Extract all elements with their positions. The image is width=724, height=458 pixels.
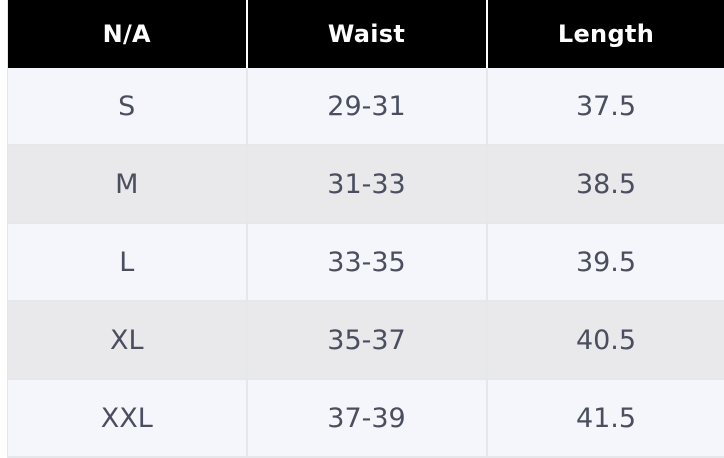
cell-length: 40.5	[487, 301, 724, 379]
table-row: S 29-31 37.5	[8, 68, 724, 145]
table-header: N/A Waist Length	[8, 0, 724, 68]
cell-waist: 33-35	[247, 223, 487, 301]
table-body: S 29-31 37.5 M 31-33 38.5 L 33-35 39.5 X…	[8, 68, 724, 457]
cell-length: 39.5	[487, 223, 724, 301]
header-row: N/A Waist Length	[8, 0, 724, 68]
table-row: XXL 37-39 41.5	[8, 379, 724, 457]
header-size: N/A	[8, 0, 247, 68]
size-chart-table: N/A Waist Length S 29-31 37.5 M 31-33 38…	[7, 0, 724, 458]
cell-length: 38.5	[487, 145, 724, 223]
cell-size: M	[8, 145, 247, 223]
cell-size: S	[8, 68, 247, 145]
cell-length: 41.5	[487, 379, 724, 457]
table-row: L 33-35 39.5	[8, 223, 724, 301]
cell-waist: 31-33	[247, 145, 487, 223]
cell-waist: 29-31	[247, 68, 487, 145]
cell-size: L	[8, 223, 247, 301]
cell-waist: 35-37	[247, 301, 487, 379]
cell-size: XL	[8, 301, 247, 379]
cell-waist: 37-39	[247, 379, 487, 457]
header-waist: Waist	[247, 0, 487, 68]
table-row: XL 35-37 40.5	[8, 301, 724, 379]
cell-length: 37.5	[487, 68, 724, 145]
cell-size: XXL	[8, 379, 247, 457]
header-length: Length	[487, 0, 724, 68]
table-row: M 31-33 38.5	[8, 145, 724, 223]
